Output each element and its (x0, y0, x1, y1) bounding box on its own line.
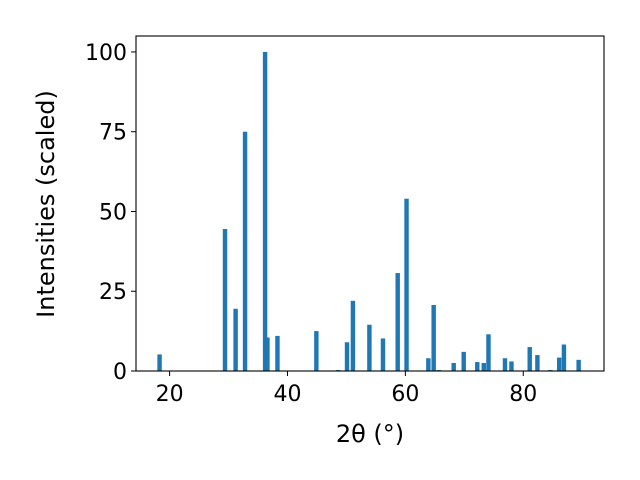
bar (509, 361, 514, 371)
bar (265, 337, 270, 371)
plot-frame (135, 35, 605, 372)
x-tick-label: 60 (391, 382, 419, 407)
x-tick-label: 20 (156, 382, 184, 407)
bar (367, 324, 372, 371)
bar (242, 131, 248, 371)
y-tick-label: 50 (99, 200, 127, 225)
bar (486, 334, 491, 371)
bar (561, 344, 567, 371)
bar (576, 359, 581, 371)
y-tick-label: 100 (85, 41, 127, 66)
bar (404, 198, 409, 371)
x-tick-label: 80 (509, 382, 537, 407)
bar (535, 355, 540, 371)
bar (233, 308, 238, 371)
bar (475, 362, 480, 371)
y-axis-label: Intensities (scaled) (32, 90, 60, 318)
x-tick-label: 40 (273, 382, 301, 407)
bar (527, 347, 532, 371)
bar (431, 304, 436, 371)
bar (556, 357, 562, 371)
bar (426, 358, 431, 371)
y-tick-label: 0 (113, 360, 127, 385)
y-tick-label: 75 (99, 121, 127, 146)
bar (314, 331, 319, 371)
bar (451, 363, 456, 371)
bar (395, 273, 400, 371)
y-axis-ticks: 0 25 50 75 100 (85, 41, 136, 385)
x-axis-ticks: 20 40 60 80 (156, 371, 537, 407)
bar (262, 51, 268, 371)
bar-series (157, 51, 581, 371)
bar (461, 351, 466, 371)
y-tick-label: 25 (99, 280, 127, 305)
bar (350, 300, 356, 371)
bar (502, 358, 508, 371)
bar (157, 354, 162, 371)
bar (344, 342, 350, 371)
bar (222, 229, 228, 371)
bar (380, 338, 386, 371)
bar (275, 335, 280, 371)
x-axis-label: 2θ (°) (336, 420, 404, 448)
bar (481, 363, 486, 371)
